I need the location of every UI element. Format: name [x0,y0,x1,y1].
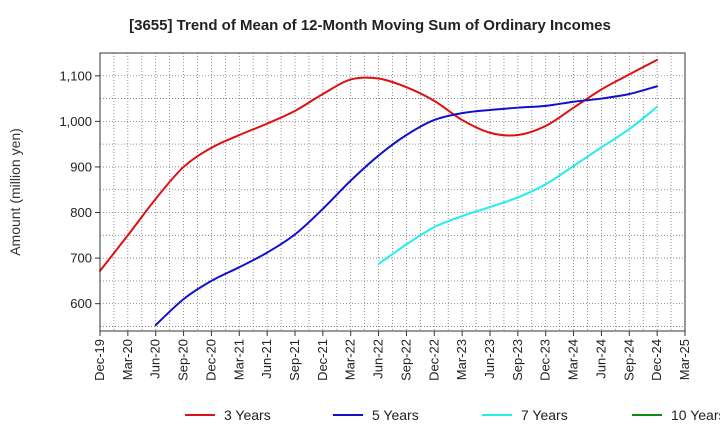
legend-item-7-years: 7 Years [482,407,568,423]
x-tick-label: Dec-21 [315,339,330,381]
series-line-3-years [99,58,659,272]
x-tick-label: Mar-20 [120,339,135,380]
x-tick-label: Jun-21 [259,339,274,379]
x-tick-label: Dec-20 [203,339,218,381]
x-tick-label: Sep-24 [621,339,636,381]
x-tick-label: Mar-21 [231,339,246,380]
x-tick-label: Sep-20 [176,339,191,381]
legend: 3 Years 5 Years 7 Years 10 Years [185,407,720,423]
legend-label: 5 Years [372,407,419,423]
x-tick-label: Dec-23 [538,339,553,381]
x-tick-label: Jun-20 [148,339,163,379]
x-tick-label: Mar-23 [454,339,469,380]
y-tick-label: 1,100 [59,68,92,83]
y-tick-label: 900 [70,159,92,174]
x-tick-label: Mar-22 [343,339,358,380]
legend-item-5-years: 5 Years [333,407,419,423]
gridlines [99,53,686,331]
legend-item-3-years: 3 Years [185,407,271,423]
x-tick-label: Sep-21 [287,339,302,381]
y-axis-label: Amount (million yen) [7,128,23,256]
y-tick-label: 600 [70,296,92,311]
y-axis-ticks: 600 700 800 900 1,000 1,100 [59,68,100,311]
legend-label: 10 Years [671,407,720,423]
x-tick-label: Mar-24 [566,339,581,380]
x-tick-label: Mar-25 [677,339,692,380]
legend-label: 7 Years [521,407,568,423]
series-line-5-years [154,85,659,327]
y-tick-label: 800 [70,205,92,220]
y-tick-label: 1,000 [59,114,92,129]
y-tick-label: 700 [70,251,92,266]
x-tick-label: Sep-22 [398,339,413,381]
series-line-7-years [377,105,659,266]
x-tick-label: Jun-23 [482,339,497,379]
series-lines [99,58,659,327]
x-tick-label: Sep-23 [510,339,525,381]
plot-area-frame [99,52,686,332]
x-tick-label: Dec-19 [92,339,107,381]
legend-label: 3 Years [224,407,271,423]
legend-item-10-years: 10 Years [632,407,720,423]
x-axis-ticks: Dec-19 Mar-20 Jun-20 Sep-20 Dec-20 Mar-21 Jun-… [92,331,692,381]
x-tick-label: Jun-22 [371,339,386,379]
x-tick-label: Jun-24 [593,339,608,379]
x-tick-label: Dec-24 [649,339,664,381]
x-tick-label: Dec-22 [426,339,441,381]
chart-title: [3655] Trend of Mean of 12-Month Moving … [129,17,611,34]
